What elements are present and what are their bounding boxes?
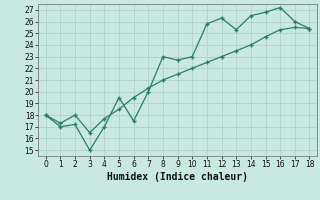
X-axis label: Humidex (Indice chaleur): Humidex (Indice chaleur)	[107, 172, 248, 182]
